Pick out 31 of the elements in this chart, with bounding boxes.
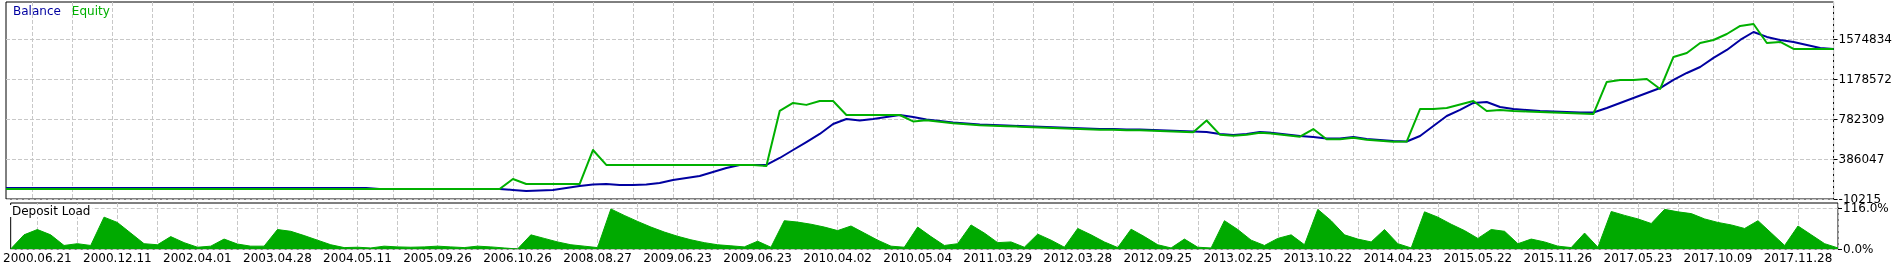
x-tick-label: 2017.05.23: [1603, 251, 1673, 265]
x-tick-label: 2012.03.28: [1043, 251, 1113, 265]
x-tick-label: 2014.04.23: [1363, 251, 1433, 265]
y-tick-label: 1574834: [1838, 31, 1893, 46]
x-tick-label: 2006.10.26: [483, 251, 552, 265]
x-tick-label: 2012.09.25: [1123, 251, 1193, 265]
x-tick-label: 2017.11.28: [1763, 251, 1833, 265]
x-tick-label: 2003.04.28: [243, 251, 312, 265]
x-tick-label: 2017.10.09: [1683, 251, 1753, 265]
x-tick-label: 2015.05.22: [1443, 251, 1513, 265]
x-tick-label: 2009.06.23: [723, 251, 792, 265]
y-tick-label: 0.0%: [1843, 242, 1874, 256]
x-tick-label: 2011.03.29: [963, 251, 1033, 265]
x-tick-label: 2002.04.01: [163, 251, 232, 265]
y-tick-label: 386047: [1838, 151, 1885, 166]
x-tick-label: 2000.06.21: [2, 251, 72, 265]
chart-title: Deposit Load: [12, 204, 91, 218]
x-tick-label: 2010.04.02: [803, 251, 872, 265]
y-tick-label: 1178572: [1838, 71, 1893, 86]
y-tick-label: 782309: [1838, 111, 1885, 126]
text: Balance: [13, 4, 61, 18]
x-tick-label: 2000.12.11: [83, 251, 152, 265]
x-tick-label: 2013.10.22: [1283, 251, 1353, 265]
x-tick-label: 2009.06.23: [643, 251, 712, 265]
x-tick-label: 2008.08.27: [563, 251, 632, 265]
text: Equity: [71, 4, 110, 18]
x-tick-label: 2013.02.25: [1203, 251, 1273, 265]
x-tick-label: 2004.05.11: [323, 251, 392, 265]
x-tick-label: 2010.05.04: [883, 251, 953, 265]
x-tick-label: 2005.09.26: [403, 251, 472, 265]
x-tick-label: 2015.11.26: [1523, 251, 1593, 265]
